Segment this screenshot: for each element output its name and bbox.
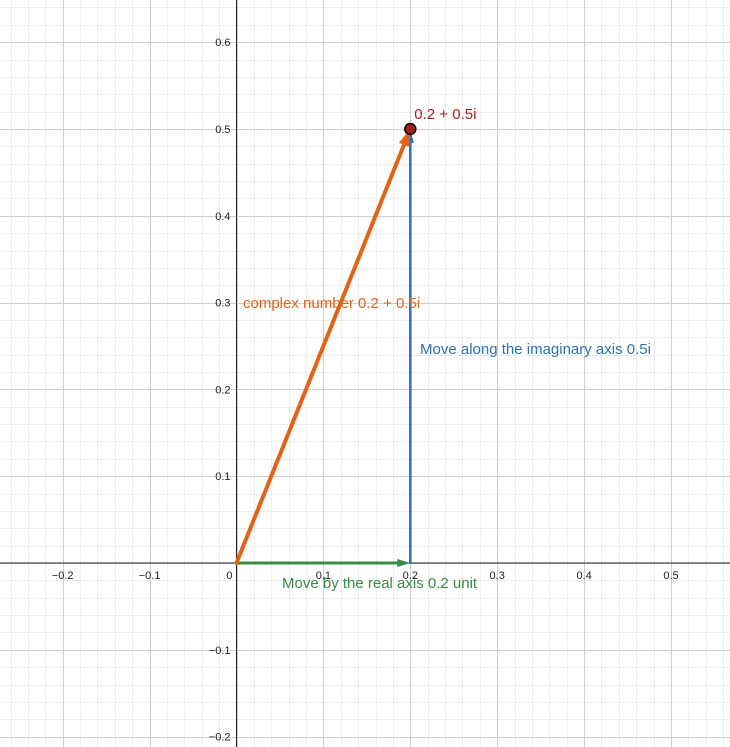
vectors [234, 129, 414, 567]
y-tick-label: 0.1 [215, 471, 230, 483]
y-tick-label: 0.3 [215, 298, 230, 310]
complex-point-label: 0.2 + 0.5i [414, 106, 476, 123]
complex-number-vector-label: complex number 0.2 + 0.5i [243, 295, 420, 312]
imaginary-axis-vector-label: Move along the imaginary axis 0.5i [420, 341, 651, 358]
y-tick-label: −0.2 [209, 732, 231, 744]
y-tick-label: 0.5 [215, 124, 230, 136]
real-axis-vector-arrowhead [397, 559, 411, 567]
x-tick-label: 0.1 [316, 570, 331, 582]
x-tick-label: −0.2 [52, 570, 74, 582]
x-tick-label: −0.1 [139, 570, 161, 582]
x-tick-label: 0.2 [403, 570, 418, 582]
annotations: Move by the real axis 0.2 unit Move along… [243, 106, 651, 592]
y-tick-label: 0.6 [215, 37, 230, 49]
tick-labels: −0.2 −0.1 0.1 0.2 0.3 0.4 0.5 0.6 0.5 0.4 0.3 0.2 0.… [52, 37, 679, 743]
x-tick-label: 0.5 [663, 570, 678, 582]
complex-number-vector-shaft [234, 141, 407, 565]
imaginary-axis-vector [406, 129, 414, 565]
y-tick-label: 0.2 [215, 384, 230, 396]
x-tick-label: 0.3 [490, 570, 505, 582]
y-tick-label: −0.1 [209, 645, 231, 657]
real-axis-vector [235, 559, 411, 567]
x-tick-label: 0.4 [576, 570, 591, 582]
points [404, 122, 417, 136]
origin-label: 0 [226, 570, 232, 582]
y-tick-label: 0.4 [215, 211, 230, 223]
complex-point [404, 122, 417, 136]
real-axis-vector-label: Move by the real axis 0.2 unit [282, 575, 478, 592]
